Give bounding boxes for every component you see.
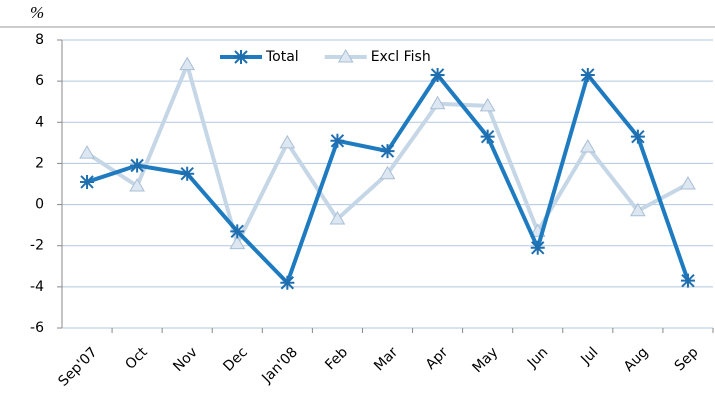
x-tick-label: Jun <box>524 344 551 371</box>
triangle-marker <box>279 134 296 149</box>
x-tick-label: Jul <box>577 344 601 368</box>
legend-label: Total <box>265 49 299 65</box>
asterisk-marker <box>680 273 695 288</box>
x-tick-label: May <box>470 344 502 376</box>
triangle-marker <box>79 145 95 159</box>
asterisk-marker <box>330 133 345 148</box>
asterisk-marker <box>80 174 95 189</box>
legend-label: Excl Fish <box>371 49 431 65</box>
y-tick-label: 0 <box>35 197 44 213</box>
triangle-marker <box>630 202 646 217</box>
y-tick-label: 4 <box>35 114 44 130</box>
x-tick-label: Feb <box>322 344 351 373</box>
triangle-marker <box>337 49 354 63</box>
triangle-marker <box>579 138 596 153</box>
x-tick-label: Nov <box>170 344 201 375</box>
asterisk-marker <box>630 129 645 144</box>
x-tick-label: Aug <box>621 344 652 375</box>
y-tick-label: -2 <box>30 238 44 254</box>
asterisk-marker <box>430 67 445 82</box>
triangle-marker <box>179 56 196 71</box>
y-tick-label: -6 <box>30 320 44 336</box>
asterisk-marker <box>380 144 395 159</box>
asterisk-marker <box>530 240 545 255</box>
asterisk-marker <box>234 50 248 64</box>
triangle-marker <box>329 210 346 225</box>
x-tick-label: Oct <box>122 344 151 373</box>
asterisk-marker <box>130 158 145 173</box>
y-tick-label: 6 <box>35 73 44 89</box>
y-axis-unit: % <box>30 3 44 22</box>
x-tick-label: Apr <box>423 344 452 373</box>
triangle-marker <box>129 178 145 192</box>
triangle-marker <box>479 97 496 112</box>
y-tick-label: 8 <box>35 32 44 48</box>
x-tick-label: Sep'07 <box>55 344 100 389</box>
asterisk-marker <box>580 67 595 82</box>
triangle-marker <box>680 176 696 190</box>
x-tick-label: Sep <box>672 344 702 374</box>
asterisk-marker <box>230 224 245 239</box>
asterisk-marker <box>480 129 495 144</box>
y-tick-label: -4 <box>30 279 44 295</box>
asterisk-marker <box>180 166 195 181</box>
x-tick-label: Dec <box>220 344 250 374</box>
triangle-marker <box>379 165 396 180</box>
triangle-marker <box>229 235 246 250</box>
asterisk-marker <box>280 275 295 290</box>
triangle-marker <box>429 95 446 110</box>
x-tick-label: Mar <box>371 344 401 374</box>
x-tick-label: Jan'08 <box>258 344 301 387</box>
y-tick-label: 2 <box>35 155 44 171</box>
